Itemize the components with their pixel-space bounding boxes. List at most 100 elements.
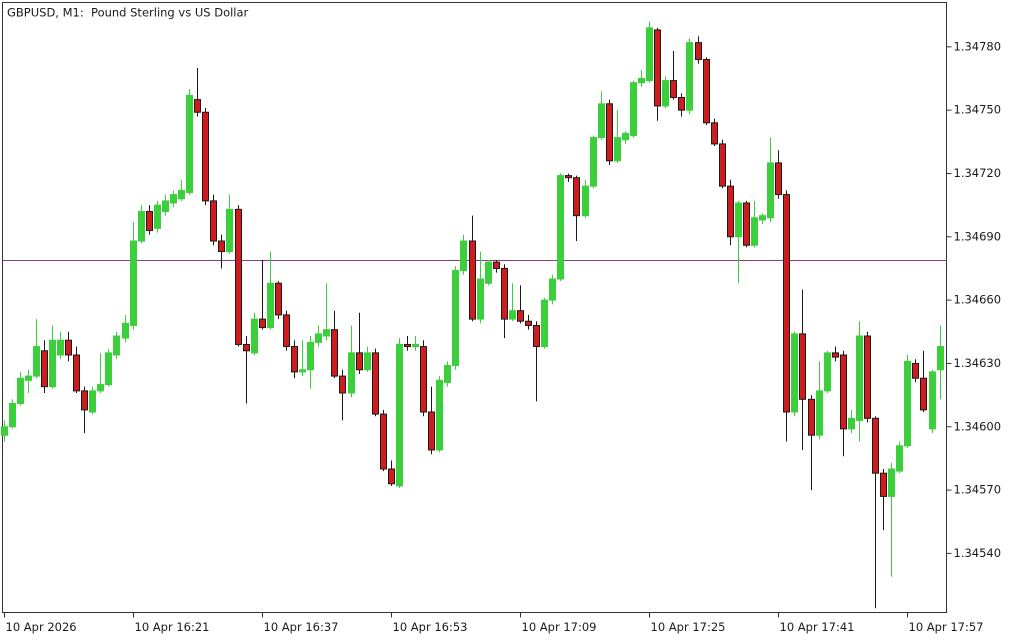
y-tick-label: 1.34630 — [954, 356, 1002, 370]
candle-body — [41, 350, 48, 388]
candle-body — [356, 352, 363, 371]
y-tick-label: 1.34690 — [954, 229, 1002, 243]
candle-body — [186, 94, 193, 193]
candle-body — [57, 339, 64, 356]
x-tick-label: 10 Apr 16:53 — [393, 620, 468, 634]
candle-body — [460, 240, 467, 272]
candle-body — [396, 343, 403, 487]
candle-body — [896, 445, 903, 472]
candle-body — [808, 398, 815, 436]
candle-body — [686, 42, 693, 111]
candle-body — [218, 240, 225, 253]
candle-body — [654, 29, 661, 107]
candle-body — [81, 390, 88, 411]
candle-body — [73, 354, 80, 392]
candle-body — [412, 343, 419, 348]
candle-body — [267, 282, 274, 329]
candle-body — [509, 310, 516, 320]
candle-body — [912, 362, 919, 379]
candle-body — [105, 352, 112, 386]
candle-body — [791, 333, 798, 413]
candle-body — [469, 240, 476, 320]
candle-body — [872, 417, 879, 474]
candle-body — [614, 137, 621, 162]
y-tick-label: 1.34660 — [954, 293, 1002, 307]
candle-body — [783, 194, 790, 413]
candle-body — [832, 352, 839, 358]
candle-body — [646, 27, 653, 82]
candle-body — [97, 384, 104, 392]
candle-body — [251, 318, 258, 354]
candle-body — [598, 103, 605, 139]
candle-body — [348, 352, 355, 394]
y-tick-label: 1.34600 — [954, 419, 1002, 433]
candle-body — [929, 371, 936, 430]
candle-body — [275, 282, 282, 316]
candle-body — [864, 335, 871, 419]
candle-body — [315, 333, 322, 343]
candle-body — [775, 162, 782, 196]
candle-body — [404, 343, 411, 348]
x-tick-label: 10 Apr 17:09 — [522, 620, 597, 634]
candle-body — [573, 177, 580, 217]
candle-body — [9, 403, 16, 428]
candle-body — [428, 411, 435, 451]
candle-body — [33, 346, 40, 377]
x-tick-label: 10 Apr 16:21 — [135, 620, 210, 634]
candle-body — [557, 175, 564, 280]
candle-body — [283, 314, 290, 348]
candle-body — [759, 215, 766, 221]
candle-body — [299, 369, 306, 373]
candle-body — [420, 346, 427, 413]
candle-body — [436, 379, 443, 451]
candle-body — [565, 175, 572, 179]
candle-body — [888, 468, 895, 497]
y-tick-label: 1.34780 — [954, 39, 1002, 53]
candle-body — [541, 299, 548, 348]
candle-body — [493, 261, 500, 269]
candle-body — [259, 318, 266, 329]
candle-body — [695, 42, 702, 60]
plot-frame — [2, 2, 947, 613]
candle-body — [178, 189, 185, 200]
candle-body — [65, 339, 72, 356]
candle-body — [452, 270, 459, 367]
chart-title: GBPUSD, M1: Pound Sterling vs US Dollar — [7, 6, 249, 20]
candle-body — [210, 200, 217, 242]
candle-body — [727, 185, 734, 238]
x-tick-label: 10 Apr 17:41 — [780, 620, 855, 634]
candle-body — [848, 417, 855, 430]
candle-body — [162, 200, 169, 212]
candle-body — [339, 375, 346, 394]
candle-body — [549, 278, 556, 301]
candle-body — [235, 208, 242, 345]
candle-body — [937, 346, 944, 371]
candle-body — [703, 58, 710, 124]
candle-body — [130, 240, 137, 326]
candle-body — [880, 472, 887, 497]
candle-body — [501, 267, 508, 320]
candle-body — [138, 210, 145, 242]
candle-body — [751, 217, 758, 246]
candle-body — [291, 346, 298, 373]
candle-body — [743, 202, 750, 246]
candle-body — [307, 341, 314, 371]
candle-body — [590, 137, 597, 187]
candle-body — [372, 352, 379, 415]
candle-body — [89, 390, 96, 413]
candle-body — [477, 278, 484, 320]
candle-body — [824, 352, 831, 392]
candle-body — [17, 377, 24, 405]
candle-body — [113, 335, 120, 356]
candle-body — [719, 143, 726, 187]
candle-body — [388, 468, 395, 485]
candle-body — [904, 360, 911, 447]
candle-body — [582, 185, 589, 217]
x-tick-label: 10 Apr 2026 — [6, 620, 77, 634]
candle-body — [25, 375, 32, 381]
candle-body — [856, 335, 863, 421]
candle-body — [331, 329, 338, 377]
candle-body — [630, 82, 637, 136]
y-tick-label: 1.34720 — [954, 166, 1002, 180]
